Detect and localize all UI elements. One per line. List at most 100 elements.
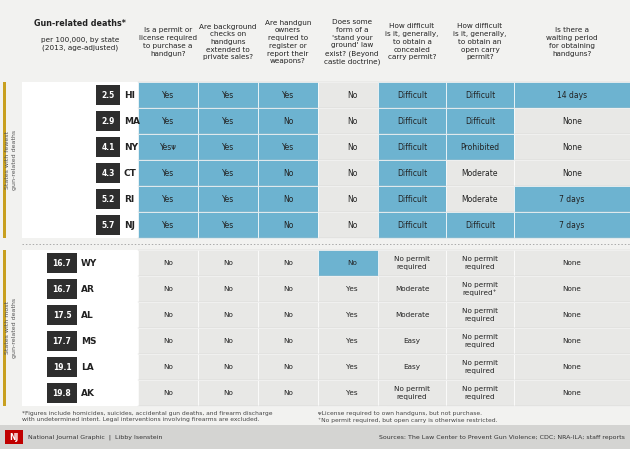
Bar [22, 354, 138, 380]
Text: None: None [563, 286, 581, 292]
Bar [446, 108, 514, 134]
Text: None: None [563, 312, 581, 318]
Text: No: No [223, 312, 233, 318]
Text: No: No [283, 364, 293, 370]
Text: AK: AK [81, 388, 95, 397]
Bar [198, 250, 258, 276]
Text: No: No [163, 364, 173, 370]
Bar [378, 354, 446, 380]
Bar [138, 134, 198, 160]
Text: Yes: Yes [162, 116, 174, 126]
Bar [514, 82, 630, 108]
Bar [258, 134, 318, 160]
Bar [258, 212, 318, 238]
Text: NJ: NJ [9, 432, 19, 441]
Text: No: No [346, 116, 357, 126]
Bar [378, 212, 446, 238]
Bar [514, 212, 630, 238]
Text: Yes: Yes [222, 168, 234, 177]
Bar [446, 276, 514, 302]
Bar [198, 302, 258, 328]
Text: No: No [163, 260, 173, 266]
Text: States with most
gun-related deaths: States with most gun-related deaths [6, 298, 16, 358]
Text: No: No [346, 91, 357, 100]
Bar [318, 302, 386, 328]
Text: How difficult
is it, generally,
to obtain a
concealed
carry permit?: How difficult is it, generally, to obtai… [386, 23, 438, 61]
Bar [138, 302, 198, 328]
Text: Moderate: Moderate [462, 168, 498, 177]
Text: Yes: Yes [162, 194, 174, 203]
Bar [514, 186, 630, 212]
Bar [47, 253, 77, 273]
Bar [22, 186, 138, 212]
Bar [47, 357, 77, 377]
Text: Sources: The Law Center to Prevent Gun Violence; CDC; NRA-ILA; staff reports: Sources: The Law Center to Prevent Gun V… [379, 435, 625, 440]
Bar [446, 354, 514, 380]
Bar [96, 111, 120, 131]
Bar [138, 354, 198, 380]
Text: 19.8: 19.8 [53, 388, 71, 397]
Bar [138, 160, 198, 186]
Bar [318, 276, 386, 302]
Bar [378, 250, 446, 276]
Text: No permit
required: No permit required [462, 308, 498, 321]
Text: No permit
required⁺: No permit required⁺ [462, 282, 498, 296]
Text: No: No [283, 168, 293, 177]
Text: No: No [283, 260, 293, 266]
Bar [47, 279, 77, 299]
Bar [514, 328, 630, 354]
Bar [318, 354, 386, 380]
Text: How difficult
is it, generally,
to obtain an
open carry
permit?: How difficult is it, generally, to obtai… [454, 23, 507, 61]
Bar [198, 186, 258, 212]
Text: 7 days: 7 days [559, 194, 585, 203]
Text: CT: CT [124, 168, 137, 177]
Text: 2.5: 2.5 [101, 91, 115, 100]
Bar [22, 328, 138, 354]
Bar [47, 331, 77, 351]
Text: Yes: Yes [222, 142, 234, 151]
Text: No: No [283, 220, 293, 229]
Text: No: No [223, 338, 233, 344]
Bar [378, 186, 446, 212]
Text: No: No [283, 194, 293, 203]
Bar [514, 354, 630, 380]
Text: Are handgun
owners
required to
register or
report their
weapons?: Are handgun owners required to register … [265, 20, 311, 64]
Bar [22, 302, 138, 328]
Bar [22, 276, 138, 302]
Bar [318, 380, 386, 406]
Bar [138, 380, 198, 406]
Text: No: No [163, 286, 173, 292]
Text: Difficult: Difficult [465, 220, 495, 229]
Bar [3, 250, 6, 406]
Text: No: No [283, 338, 293, 344]
Bar [514, 160, 630, 186]
Text: Difficult: Difficult [397, 91, 427, 100]
Bar [258, 250, 318, 276]
Bar [318, 160, 386, 186]
Text: Yes: Yes [346, 390, 358, 396]
Bar [378, 328, 446, 354]
Bar [22, 108, 138, 134]
Text: No: No [346, 220, 357, 229]
Text: LA: LA [81, 362, 94, 371]
Text: WY: WY [81, 259, 97, 268]
Bar [198, 108, 258, 134]
Bar [258, 328, 318, 354]
Text: No: No [163, 338, 173, 344]
Bar [138, 186, 198, 212]
Text: Difficult: Difficult [397, 142, 427, 151]
Bar [446, 82, 514, 108]
Text: Moderate: Moderate [462, 194, 498, 203]
Bar [198, 276, 258, 302]
Bar [318, 186, 386, 212]
Text: None: None [563, 338, 581, 344]
Bar [96, 163, 120, 183]
Text: 5.7: 5.7 [101, 220, 115, 229]
Bar [318, 134, 386, 160]
Text: MA: MA [124, 116, 140, 126]
Text: 2.9: 2.9 [101, 116, 115, 126]
Text: Yes: Yes [162, 168, 174, 177]
Bar [514, 302, 630, 328]
Bar [514, 250, 630, 276]
Text: ᴪLicense required to own handguns, but not purchase.
⁺No permit required, but op: ᴪLicense required to own handguns, but n… [318, 411, 498, 423]
